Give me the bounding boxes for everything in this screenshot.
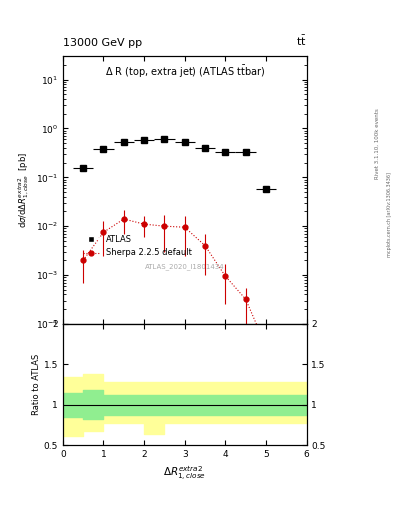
X-axis label: $\Delta R^{extra2}_{1,close}$: $\Delta R^{extra2}_{1,close}$ [163,465,206,483]
Text: ATLAS_2020_I1801434: ATLAS_2020_I1801434 [145,264,224,270]
Y-axis label: Ratio to ATLAS: Ratio to ATLAS [32,354,41,415]
Legend: ATLAS, Sherpa 2.2.5 default: ATLAS, Sherpa 2.2.5 default [79,232,195,261]
Text: Rivet 3.1.10, 100k events: Rivet 3.1.10, 100k events [375,108,380,179]
Text: $\Delta$ R (top, extra jet) (ATLAS t$\bar{\mathrm{t}}$bar): $\Delta$ R (top, extra jet) (ATLAS t$\ba… [105,65,265,80]
Text: 13000 GeV pp: 13000 GeV pp [63,38,142,48]
Text: mcplots.cern.ch [arXiv:1306.3436]: mcplots.cern.ch [arXiv:1306.3436] [387,173,391,258]
Y-axis label: $\mathrm{d}\sigma/\mathrm{d}\Delta R^{extra2}_{1,close}$  [pb]: $\mathrm{d}\sigma/\mathrm{d}\Delta R^{ex… [17,152,31,228]
Text: t$\bar{\mathrm{t}}$: t$\bar{\mathrm{t}}$ [296,34,307,48]
